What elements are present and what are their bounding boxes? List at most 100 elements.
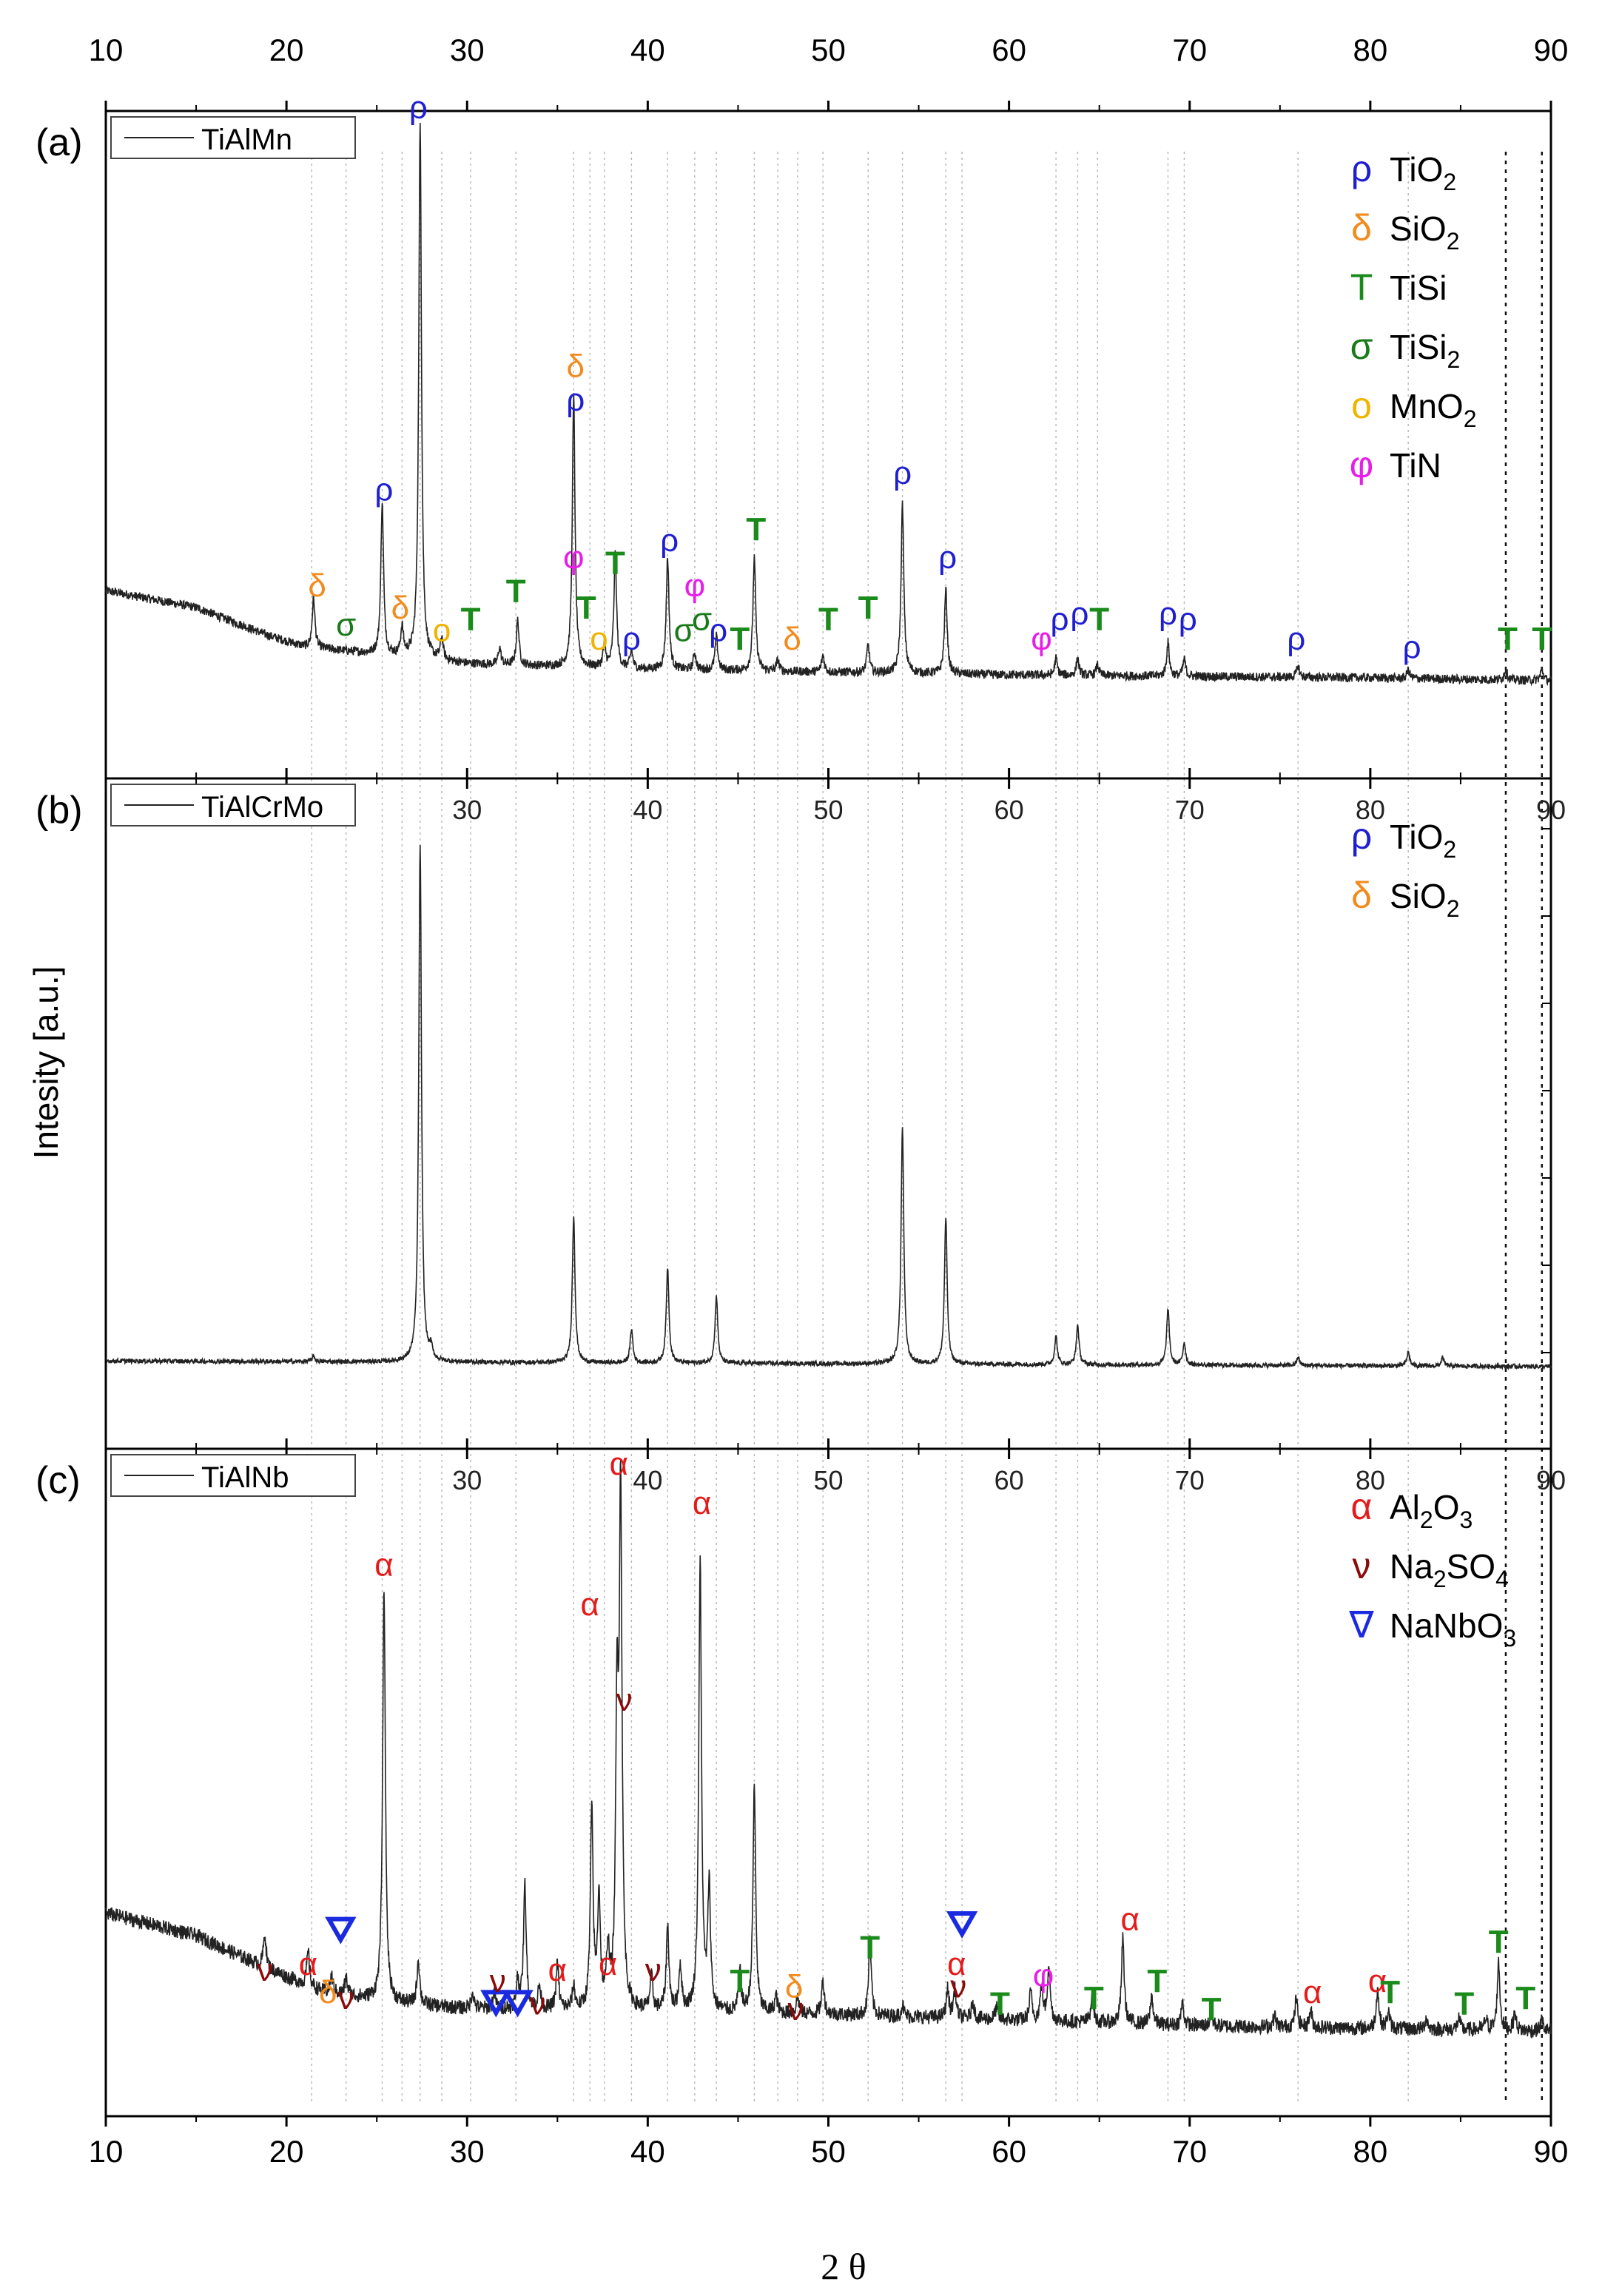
peak-marker: T bbox=[506, 573, 526, 609]
peak-marker: T bbox=[730, 1963, 750, 1999]
x-tick-label-bottom: 90 bbox=[1534, 2134, 1569, 2169]
peak-marker: δ bbox=[566, 348, 585, 384]
peak-marker: ρ bbox=[1159, 596, 1177, 632]
peak-marker: φ bbox=[1033, 1957, 1054, 1993]
peak-marker: T bbox=[990, 1985, 1010, 2021]
x-tick-label-inner: 60 bbox=[994, 1465, 1024, 1495]
legend-marker-nu: ν bbox=[1353, 1545, 1371, 1586]
x-tick-label-inner: 30 bbox=[452, 1465, 482, 1495]
legend-marker-rho: ρ bbox=[1351, 148, 1372, 189]
peak-marker: δ bbox=[783, 621, 801, 657]
sample-legend-name: TiAlCrMo bbox=[201, 791, 323, 824]
peak-marker: T bbox=[860, 1929, 880, 1965]
x-tick-label-bottom: 50 bbox=[811, 2134, 846, 2169]
legend-label: TiN bbox=[1390, 446, 1441, 485]
x-tick-label-inner: 90 bbox=[1536, 795, 1566, 825]
x-tick-label-top: 20 bbox=[269, 33, 304, 67]
peak-marker: ν bbox=[950, 1969, 966, 2005]
peak-marker: T bbox=[1089, 601, 1109, 637]
x-tick-label-top: 40 bbox=[630, 33, 665, 67]
legend-marker-nabla: ∇ bbox=[1348, 1604, 1374, 1646]
peak-marker: α bbox=[599, 1946, 617, 1982]
peak-marker: α bbox=[1303, 1974, 1322, 2010]
x-tick-label-inner: 90 bbox=[1536, 1465, 1566, 1495]
plot-frames bbox=[104, 101, 1552, 2127]
x-tick-label-bottom: 30 bbox=[450, 2134, 485, 2169]
x-tick-label-inner: 40 bbox=[633, 1465, 662, 1495]
peak-marker: T bbox=[1380, 1974, 1400, 2010]
peak-marker: T bbox=[461, 601, 481, 637]
peak-marker: σ bbox=[336, 607, 356, 643]
peak-marker: T bbox=[605, 545, 625, 581]
spectrum-TiAlNb bbox=[105, 1460, 1552, 2039]
peak-marker: T bbox=[1489, 1924, 1509, 1960]
peak-marker: T bbox=[1532, 621, 1552, 657]
peak-marker: ν bbox=[257, 1952, 273, 1988]
peak-marker: T bbox=[746, 511, 766, 548]
legend-label: TiO2 bbox=[1390, 150, 1456, 195]
peak-marker: T bbox=[730, 621, 750, 657]
peak-marker: α bbox=[374, 1547, 393, 1583]
x-tick-label-top: 30 bbox=[450, 33, 485, 67]
peak-marker: φ bbox=[563, 539, 585, 576]
x-tick-label-inner: 70 bbox=[1175, 1465, 1205, 1495]
peak-marker: o bbox=[590, 621, 608, 657]
peak-marker: α bbox=[581, 1586, 599, 1623]
x-tick-label-inner: 30 bbox=[452, 795, 482, 825]
peak-marker: T bbox=[1202, 1991, 1222, 2027]
peak-marker: ρ bbox=[893, 455, 912, 491]
peak-marker-nabla bbox=[480, 1990, 512, 2018]
peak-marker: α bbox=[947, 1946, 966, 1982]
legend-label: TiO2 bbox=[1390, 818, 1456, 863]
x-tick-label-inner: 60 bbox=[994, 795, 1024, 825]
peak-marker: δ bbox=[308, 568, 326, 604]
x-tick-label-inner: 80 bbox=[1356, 1465, 1385, 1495]
x-tick-label-bottom: 10 bbox=[89, 2134, 124, 2169]
peak-marker: ρ bbox=[938, 539, 957, 576]
legend-marker-rho: ρ bbox=[1351, 815, 1372, 857]
legend-marker-T: T bbox=[1350, 266, 1373, 308]
peak-marker: ρ bbox=[1050, 601, 1068, 637]
peak-marker: o bbox=[433, 613, 451, 649]
x-tick-label-top: 70 bbox=[1172, 33, 1207, 67]
x-tick-label-inner: 70 bbox=[1175, 795, 1205, 825]
legend-label: Al2O3 bbox=[1390, 1488, 1473, 1533]
peak-marker: ρ bbox=[374, 472, 393, 508]
x-tick-label-top: 80 bbox=[1353, 33, 1388, 67]
peak-marker: α bbox=[299, 1946, 317, 1982]
peak-marker-nabla bbox=[325, 1916, 357, 1945]
x-tick-label-bottom: 20 bbox=[269, 2134, 304, 2169]
x-tick-label-bottom: 70 bbox=[1172, 2134, 1207, 2169]
x-tick-label-bottom: 40 bbox=[630, 2134, 665, 2169]
peak-marker: T bbox=[858, 590, 878, 626]
peak-marker: ρ bbox=[1287, 621, 1305, 657]
peak-marker: ν bbox=[338, 1980, 354, 2016]
legend-label: TiSi bbox=[1390, 269, 1447, 307]
x-tick-label-top: 60 bbox=[992, 33, 1026, 67]
legend-label: Na2SO4 bbox=[1390, 1547, 1509, 1592]
legend-marker-delta: δ bbox=[1351, 875, 1372, 916]
x-tick-label-inner: 80 bbox=[1356, 795, 1385, 825]
x-axis-label: 2 θ bbox=[821, 2246, 866, 2287]
x-tick-label-bottom: 60 bbox=[992, 2134, 1026, 2169]
peak-marker: α bbox=[1120, 1901, 1139, 1937]
x-tick-label-top: 50 bbox=[811, 33, 846, 67]
sample-legend-name: TiAlNb bbox=[201, 1461, 289, 1494]
panel-label: (b) bbox=[36, 789, 83, 832]
x-tick-label-top: 90 bbox=[1534, 33, 1569, 67]
peak-marker: T bbox=[1515, 1980, 1535, 2016]
peak-marker: T bbox=[576, 590, 596, 626]
peak-marker: T bbox=[1084, 1980, 1104, 2016]
peak-marker: α bbox=[548, 1952, 567, 1988]
spectrum-TiAlMn bbox=[105, 123, 1552, 687]
panel-label: (a) bbox=[36, 121, 83, 164]
sample-legend-name: TiAlMn bbox=[201, 124, 292, 156]
legend-label: MnO2 bbox=[1390, 387, 1476, 432]
peak-marker: T bbox=[818, 601, 838, 637]
legend-marker-alpha: α bbox=[1351, 1486, 1373, 1527]
legend-label: TiSi2 bbox=[1390, 328, 1460, 373]
x-tick-label-inner: 40 bbox=[633, 795, 662, 825]
legend-label: NaNbO3 bbox=[1390, 1606, 1516, 1652]
legend-marker-phi: φ bbox=[1350, 444, 1373, 485]
peak-marker: α bbox=[693, 1485, 711, 1521]
